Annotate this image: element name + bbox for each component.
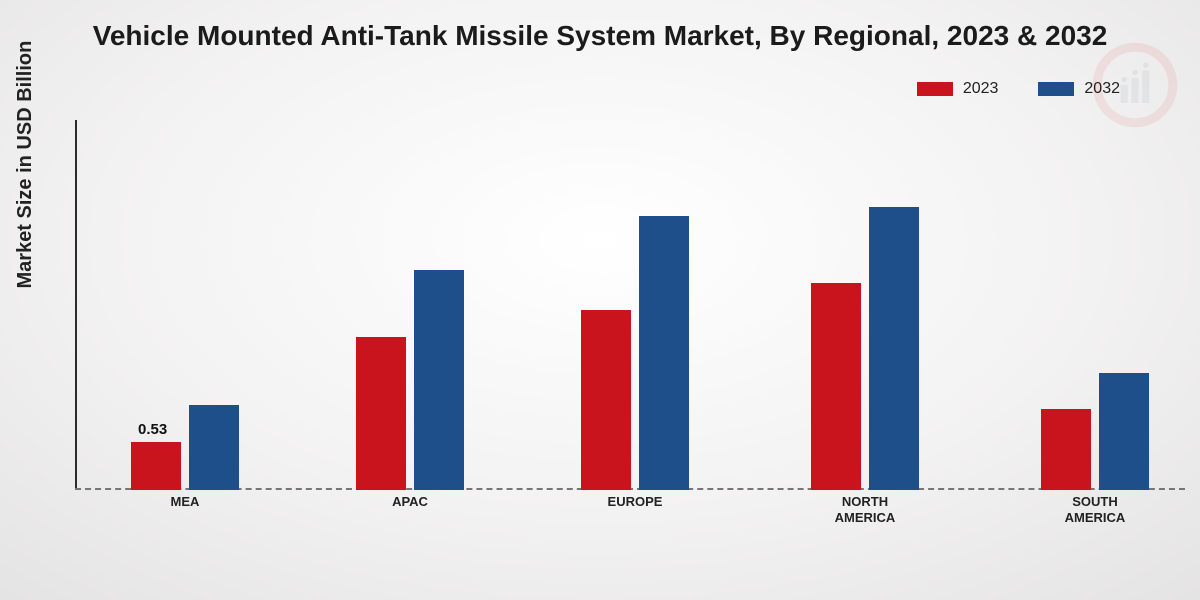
plot-area: 0.53 [75, 130, 1185, 490]
x-tick-label: SOUTH AMERICA [1005, 494, 1185, 525]
bar [581, 310, 631, 490]
legend-label-2032: 2032 [1084, 80, 1120, 98]
bar [639, 216, 689, 491]
y-axis-label: Market Size in USD Billion [14, 41, 37, 289]
bar [1099, 373, 1149, 490]
x-axis-labels: MEA APAC EUROPE NORTH AMERICA SOUTH AMERICA [75, 494, 1185, 554]
x-tick-label: NORTH AMERICA [775, 494, 955, 525]
bar [131, 442, 181, 490]
x-tick-label: EUROPE [545, 494, 725, 510]
bar [189, 405, 239, 491]
bar-value-label: 0.53 [138, 421, 167, 438]
legend-item-2032: 2032 [1038, 80, 1120, 98]
legend-swatch-2032 [1038, 82, 1074, 96]
bar [356, 337, 406, 490]
chart-stage: Vehicle Mounted Anti-Tank Missile System… [0, 0, 1200, 600]
bar [811, 283, 861, 490]
y-axis-line [75, 120, 77, 490]
bar [1041, 409, 1091, 490]
bar [869, 207, 919, 491]
bar [414, 270, 464, 491]
legend-label-2023: 2023 [963, 80, 999, 98]
legend: 2023 2032 [917, 80, 1120, 98]
legend-swatch-2023 [917, 82, 953, 96]
chart-title: Vehicle Mounted Anti-Tank Missile System… [0, 20, 1200, 52]
x-tick-label: MEA [95, 494, 275, 510]
legend-item-2023: 2023 [917, 80, 999, 98]
x-tick-label: APAC [320, 494, 500, 510]
